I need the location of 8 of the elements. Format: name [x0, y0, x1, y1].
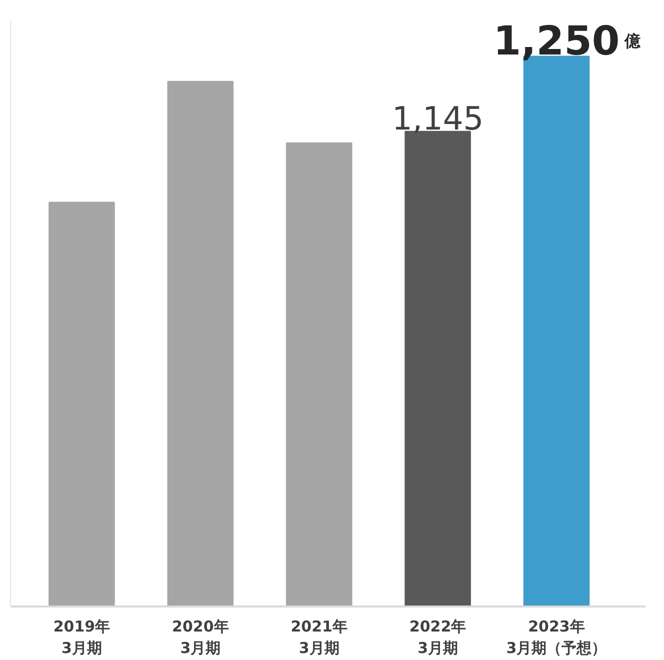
x-tick-label: 2022年 3月期	[409, 618, 466, 658]
x-tick-label: 2019年 3月期	[53, 618, 110, 658]
data-label: 1,145	[392, 99, 484, 138]
x-tick-label: 2021年 3月期	[290, 618, 348, 658]
x-tick-label: 2020年 3月期	[172, 618, 229, 658]
x-tick-label: 2023年 3月期（予想）	[506, 618, 607, 658]
data-label: 1,250	[493, 18, 620, 64]
annotation: 億	[623, 31, 642, 50]
